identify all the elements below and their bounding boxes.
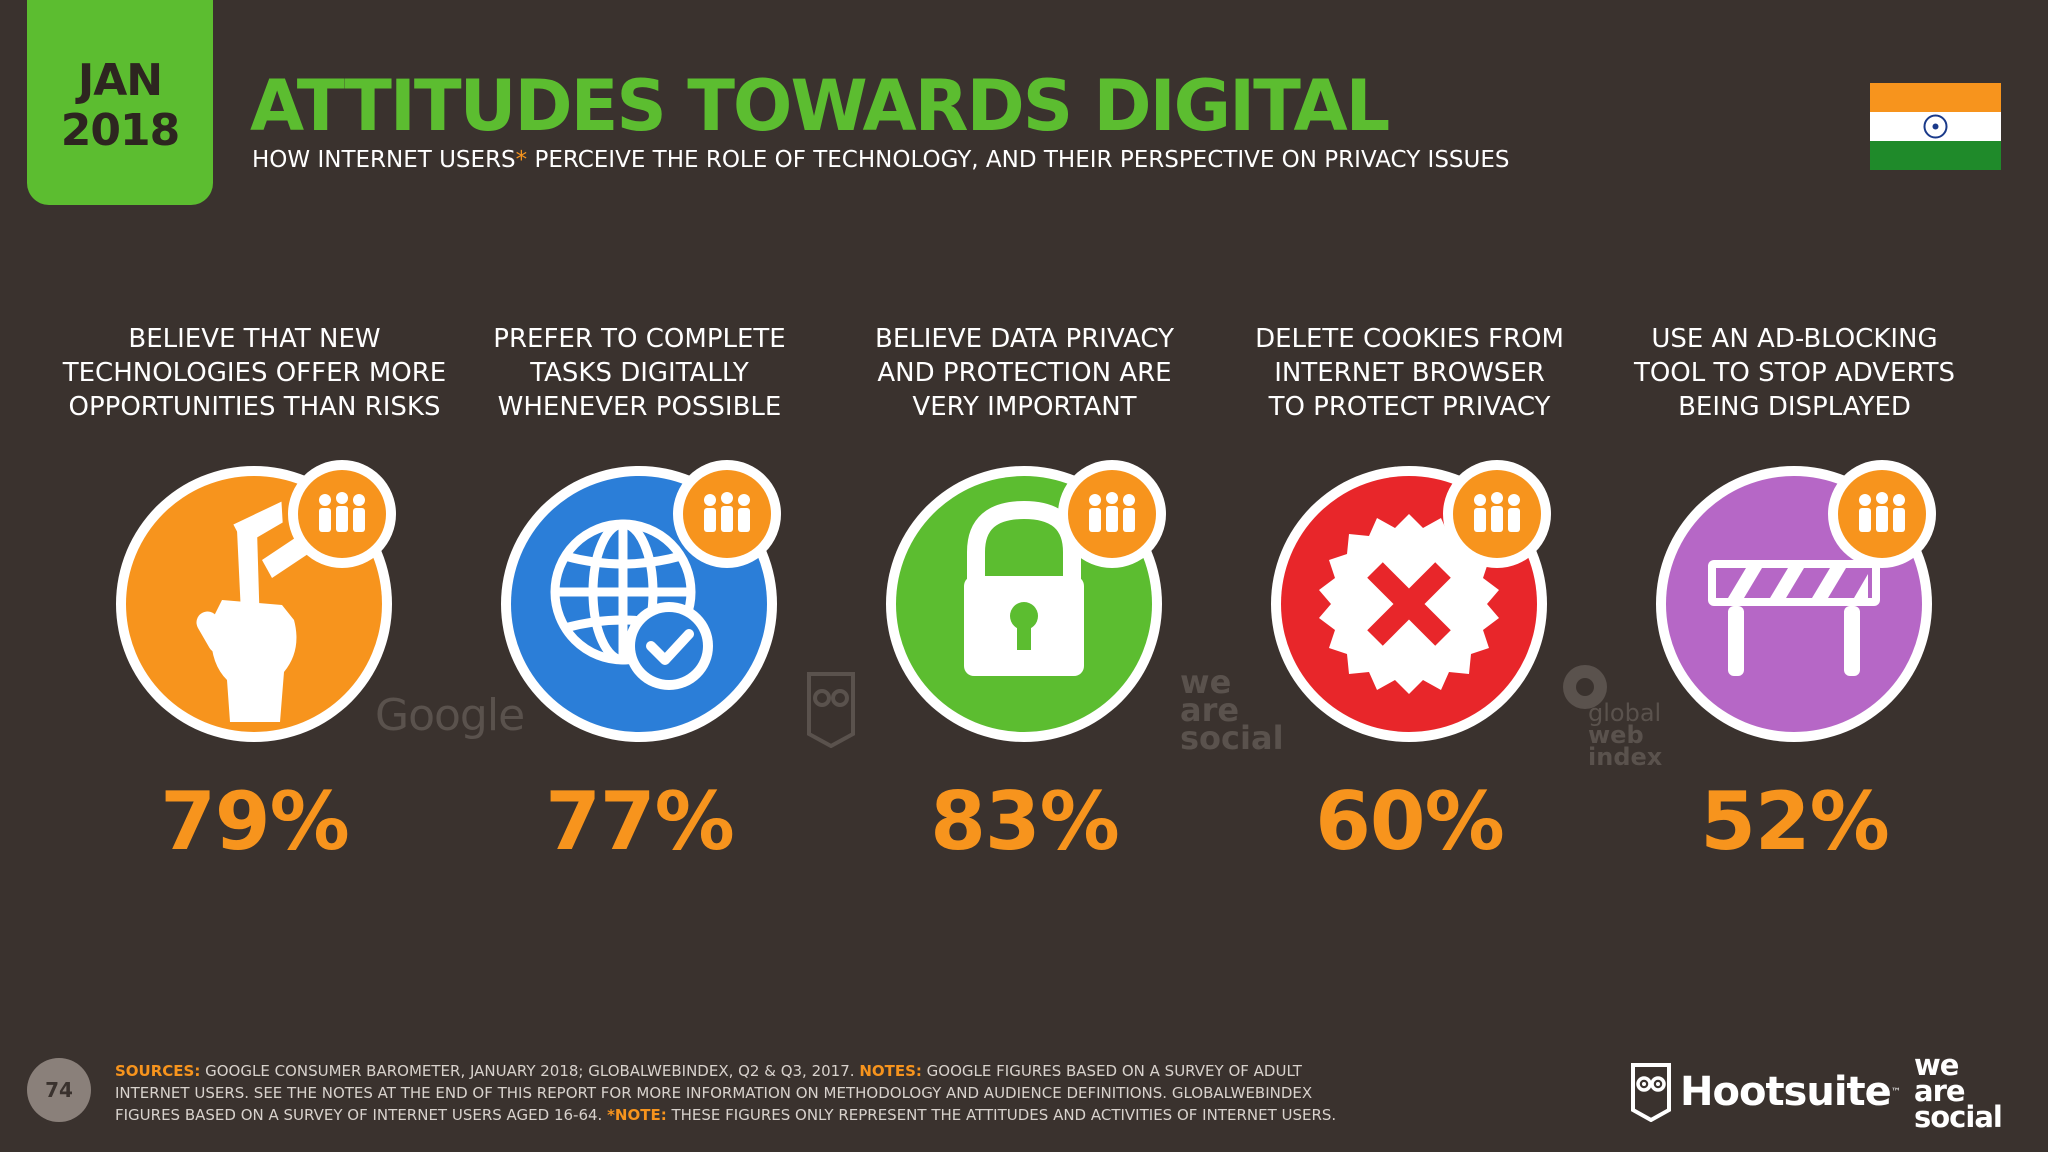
people-icon: [1859, 492, 1905, 532]
stat-badge: [832, 460, 1217, 780]
notes-label: NOTES:: [859, 1062, 922, 1080]
logo-social: social: [1914, 1100, 2003, 1134]
watermark-we: we: [1180, 663, 1232, 701]
people-icon: [1089, 492, 1135, 532]
notes-text: GOOGLE FIGURES BASED ON A SURVEY OF ADUL…: [115, 1062, 1313, 1124]
people-icon: [704, 492, 750, 532]
stat-badge: [1602, 460, 1987, 780]
stat-column: USE AN AD-BLOCKING TOOL TO STOP ADVERTS …: [1602, 322, 1987, 867]
watermark-are: are: [1180, 691, 1240, 729]
people-icon: [319, 492, 365, 532]
watermark-global: global: [1588, 699, 1662, 727]
hootsuite-tm: ™: [1890, 1086, 1901, 1098]
page-subtitle: HOW INTERNET USERS* PERCEIVE THE ROLE OF…: [252, 146, 1510, 174]
subtitle-asterisk: *: [515, 147, 528, 173]
stat-value: 83%: [930, 775, 1119, 868]
date-year: 2018: [60, 104, 180, 156]
stat-column: DELETE COOKIES FROM INTERNET BROWSER TO …: [1217, 322, 1602, 867]
owl-watermark-icon: [807, 672, 855, 748]
watermark-web: web: [1588, 721, 1644, 749]
stat-badge: [447, 460, 832, 780]
subtitle-pre: HOW INTERNET USERS: [252, 147, 516, 173]
check-icon: [646, 629, 694, 665]
stat-badge: [62, 460, 447, 780]
stat-column: PREFER TO COMPLETE TASKS DIGITALLY WHENE…: [447, 322, 832, 867]
date-badge: JAN 2018: [27, 0, 213, 205]
google-watermark: Google: [375, 690, 525, 741]
note2-label: *NOTE:: [607, 1106, 667, 1124]
stat-label: USE AN AD-BLOCKING TOOL TO STOP ADVERTS …: [1633, 324, 1956, 422]
date-month: JAN: [77, 54, 163, 106]
hootsuite-wordmark: Hootsuite: [1680, 1069, 1892, 1115]
gwi-logo-icon: [1563, 665, 1607, 709]
note2-text: THESE FIGURES ONLY REPRESENT THE ATTITUD…: [666, 1106, 1337, 1124]
footer-notes: SOURCES: GOOGLE CONSUMER BAROMETER, JANU…: [115, 1060, 1355, 1126]
watermark-social: social: [1180, 719, 1284, 757]
hootsuite-logo: Hootsuite ™: [1630, 1062, 1901, 1122]
stat-label: BELIEVE DATA PRIVACY AND PROTECTION ARE …: [874, 324, 1174, 422]
stat-value: 77%: [545, 775, 734, 868]
we-are-social-watermark: we are social: [1180, 663, 1284, 757]
gwi-watermark: global web index: [1560, 662, 1663, 771]
page-number: 74: [27, 1058, 91, 1122]
subtitle-post: PERCEIVE THE ROLE OF TECHNOLOGY, AND THE…: [527, 147, 1510, 173]
watermark-index: index: [1588, 743, 1663, 771]
stat-label: BELIEVE THAT NEW TECHNOLOGIES OFFER MORE…: [62, 324, 447, 422]
crossed-fingers-icon: [196, 501, 332, 722]
we-are-social-logo: we are social: [1914, 1048, 2003, 1134]
stat-column: BELIEVE DATA PRIVACY AND PROTECTION ARE …: [832, 322, 1217, 867]
stat-badge: [1217, 460, 1602, 780]
logo-are: are: [1914, 1074, 1966, 1108]
stat-label: DELETE COOKIES FROM INTERNET BROWSER TO …: [1255, 324, 1564, 422]
globe-check-icon: [550, 519, 696, 665]
stat-value: 79%: [160, 775, 349, 868]
cross-seal-icon: [1319, 514, 1499, 694]
sources-text: GOOGLE CONSUMER BAROMETER, JANUARY 2018;…: [200, 1062, 860, 1080]
people-icon: [1474, 492, 1520, 532]
logo-we: we: [1914, 1048, 1959, 1082]
stat-value: 52%: [1700, 775, 1889, 868]
stat-column: BELIEVE THAT NEW TECHNOLOGIES OFFER MORE…: [62, 322, 447, 867]
stat-value: 60%: [1315, 775, 1504, 868]
stat-label: PREFER TO COMPLETE TASKS DIGITALLY WHENE…: [493, 324, 786, 422]
owl-icon: [1631, 1063, 1671, 1122]
barrier-icon: [1708, 560, 1880, 676]
india-flag-icon: [1870, 83, 2001, 170]
page-title: ATTITUDES TOWARDS DIGITAL: [250, 65, 1390, 147]
sources-label: SOURCES:: [115, 1062, 201, 1080]
